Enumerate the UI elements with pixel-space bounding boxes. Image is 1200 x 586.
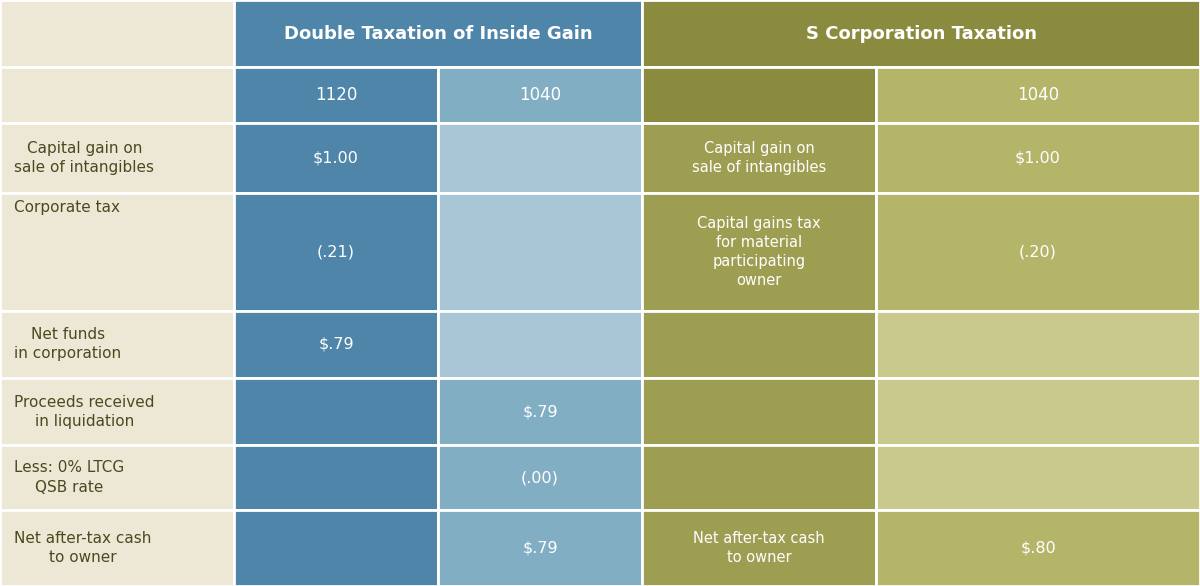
Bar: [876, 311, 1200, 378]
Bar: [876, 510, 1200, 586]
Bar: [438, 311, 642, 378]
Text: (.20): (.20): [1019, 244, 1057, 260]
Bar: [642, 510, 876, 586]
Bar: [0, 445, 234, 510]
Bar: [234, 378, 438, 445]
Bar: [0, 510, 234, 586]
Text: 1040: 1040: [518, 86, 562, 104]
Bar: [438, 510, 642, 586]
Bar: [234, 193, 438, 311]
Bar: [234, 311, 438, 378]
Bar: [234, 445, 438, 510]
Bar: [234, 67, 438, 123]
Bar: [0, 311, 234, 378]
Text: $1.00: $1.00: [313, 151, 359, 166]
Bar: [438, 193, 642, 311]
Bar: [876, 193, 1200, 311]
Bar: [876, 67, 1200, 123]
Text: $1.00: $1.00: [1015, 151, 1061, 166]
Bar: [642, 311, 876, 378]
Bar: [0, 67, 234, 123]
Text: $.79: $.79: [522, 404, 558, 419]
Text: S Corporation Taxation: S Corporation Taxation: [805, 25, 1037, 43]
Bar: [876, 378, 1200, 445]
Bar: [438, 378, 642, 445]
Text: 1040: 1040: [1016, 86, 1060, 104]
Text: $.80: $.80: [1020, 540, 1056, 556]
Text: Less: 0% LTCG
QSB rate: Less: 0% LTCG QSB rate: [14, 461, 125, 495]
Bar: [234, 510, 438, 586]
Text: Net after-tax cash
to owner: Net after-tax cash to owner: [14, 531, 151, 565]
Text: Proceeds received
in liquidation: Proceeds received in liquidation: [14, 394, 155, 429]
Bar: [642, 0, 1200, 67]
Bar: [876, 445, 1200, 510]
Bar: [234, 0, 642, 67]
Bar: [0, 123, 234, 193]
Text: $.79: $.79: [522, 540, 558, 556]
Text: Capital gain on
sale of intangibles: Capital gain on sale of intangibles: [14, 141, 155, 175]
Bar: [438, 445, 642, 510]
Text: 1120: 1120: [314, 86, 358, 104]
Text: $.79: $.79: [318, 337, 354, 352]
Text: (.00): (.00): [521, 470, 559, 485]
Text: Net after-tax cash
to owner: Net after-tax cash to owner: [694, 531, 824, 565]
Bar: [0, 193, 234, 311]
Bar: [642, 445, 876, 510]
Bar: [876, 123, 1200, 193]
Text: Capital gain on
sale of intangibles: Capital gain on sale of intangibles: [692, 141, 826, 175]
Bar: [438, 67, 642, 123]
Text: Capital gains tax
for material
participating
owner: Capital gains tax for material participa…: [697, 216, 821, 288]
Bar: [642, 67, 876, 123]
Bar: [438, 123, 642, 193]
Bar: [642, 378, 876, 445]
Text: (.21): (.21): [317, 244, 355, 260]
Bar: [642, 123, 876, 193]
Bar: [0, 0, 234, 67]
Bar: [234, 123, 438, 193]
Text: Double Taxation of Inside Gain: Double Taxation of Inside Gain: [283, 25, 593, 43]
Text: Corporate tax: Corporate tax: [14, 200, 120, 216]
Bar: [642, 193, 876, 311]
Bar: [0, 378, 234, 445]
Text: Net funds
in corporation: Net funds in corporation: [14, 327, 121, 362]
